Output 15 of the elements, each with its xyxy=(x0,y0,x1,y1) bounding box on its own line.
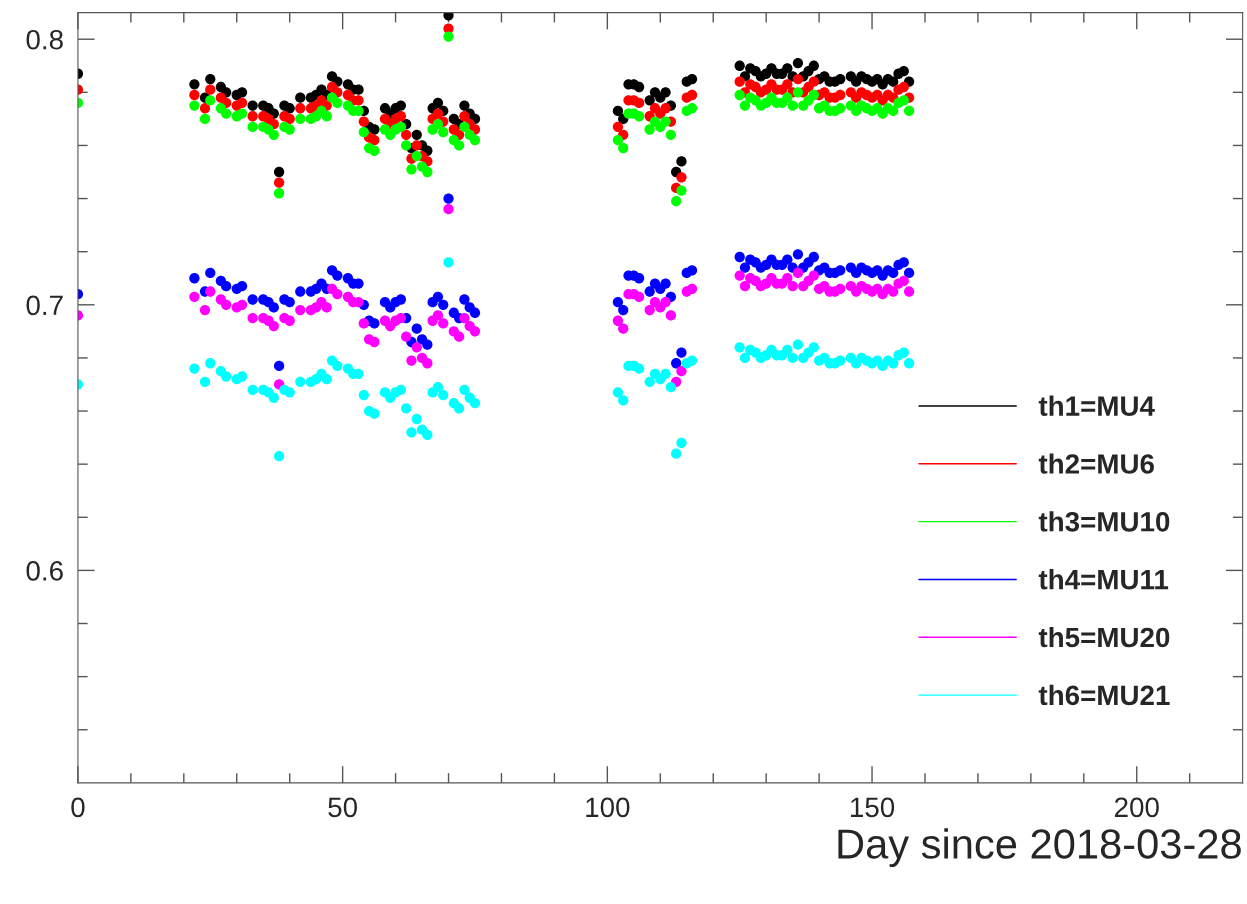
legend-label: th1=MU4 xyxy=(1038,395,1155,416)
x-axis-title: Day since 2018-03-28 xyxy=(838,828,1241,868)
y-tick-label: 0.6 xyxy=(26,561,63,581)
y-tick-label: 0.8 xyxy=(26,29,63,50)
legend-label: th4=MU11 xyxy=(1038,569,1169,590)
x-tick-label: 150 xyxy=(851,797,895,818)
x-tick-label: 50 xyxy=(328,797,358,818)
x-tick-label: 0 xyxy=(71,797,85,818)
x-tick-label: 200 xyxy=(1114,797,1159,818)
legend-label: th5=MU20 xyxy=(1038,626,1170,648)
legend-label: th3=MU10 xyxy=(1038,511,1170,532)
x-tick-label: 100 xyxy=(586,797,630,818)
legend-label: th2=MU6 xyxy=(1038,453,1154,474)
legend-label: th6=MU21 xyxy=(1038,684,1170,706)
y-tick-label: 0.7 xyxy=(26,295,63,316)
